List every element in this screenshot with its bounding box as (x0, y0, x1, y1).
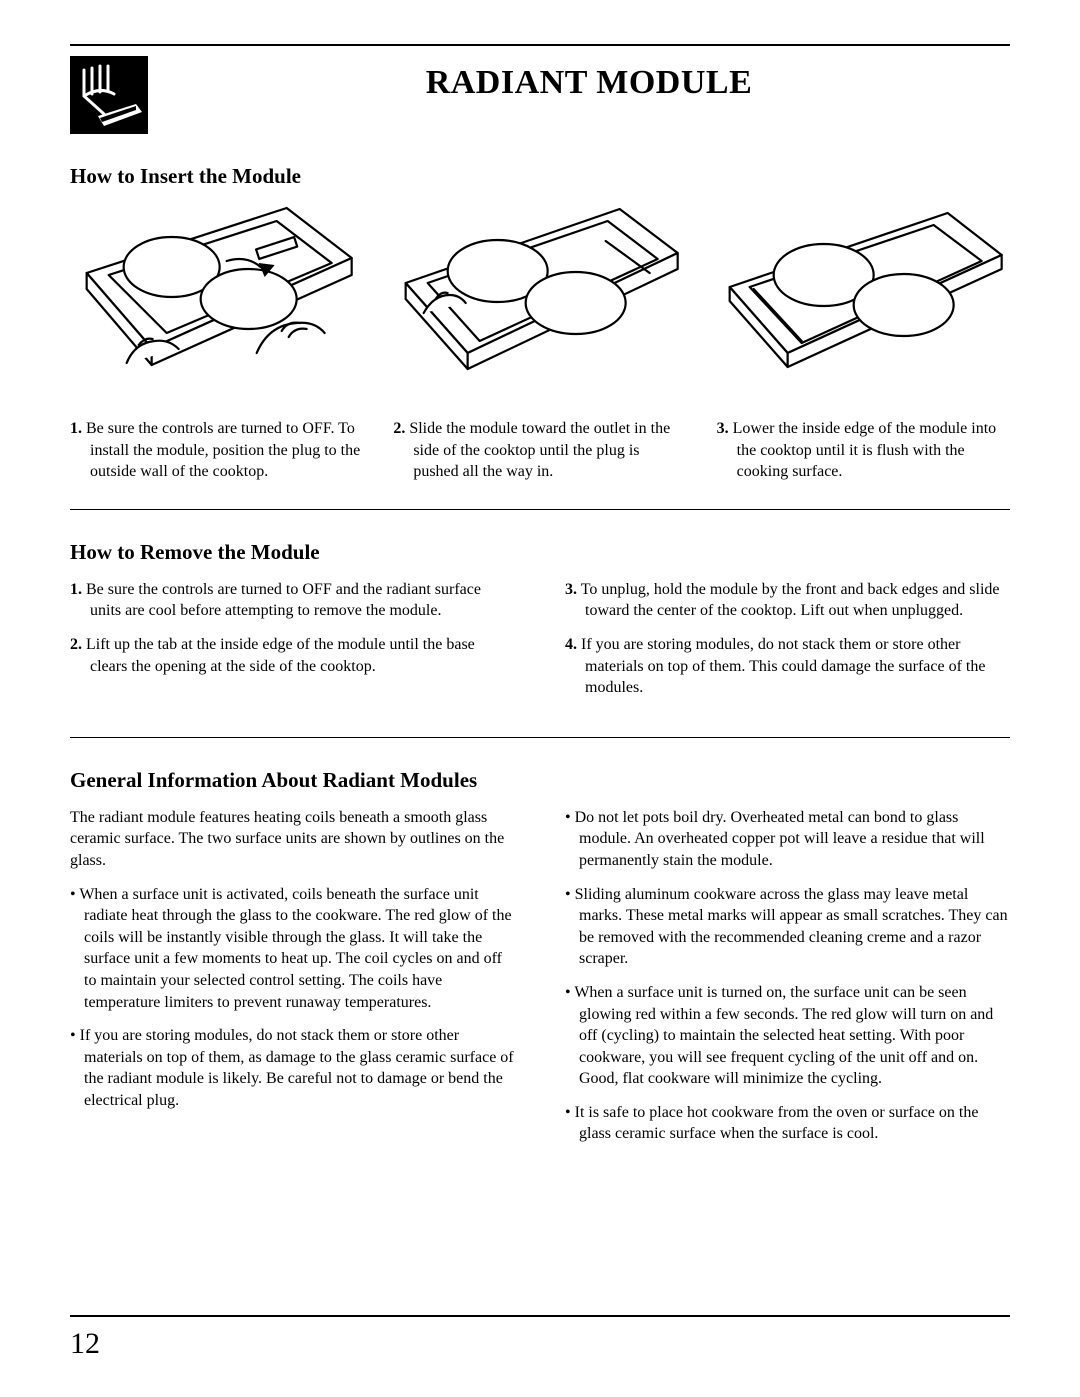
step-body: If you are storing modules, do not stack… (581, 636, 985, 696)
insert-illustration-3 (717, 203, 1010, 398)
step-number: 4. (565, 636, 577, 653)
header: RADIANT MODULE (70, 56, 1010, 134)
manual-page: RADIANT MODULE How to Insert the Module (0, 0, 1080, 1397)
general-bullet: • Sliding aluminum cookware across the g… (565, 884, 1010, 970)
bullet-text: Do not let pots boil dry. Overheated met… (575, 809, 985, 869)
remove-col-left: 1. Be sure the controls are turned to OF… (70, 579, 515, 711)
step-number: 3. (565, 581, 577, 598)
bottom-rule (70, 1315, 1010, 1317)
step-body: Be sure the controls are turned to OFF a… (86, 581, 481, 620)
bullet-text: Sliding aluminum cookware across the gla… (575, 886, 1008, 968)
insert-steps-row: 1. Be sure the controls are turned to OF… (70, 203, 1010, 483)
insert-illustration-2 (393, 203, 686, 398)
step-body: To unplug, hold the module by the front … (581, 581, 1000, 620)
general-bullet: • Do not let pots boil dry. Overheated m… (565, 807, 1010, 872)
bullet-text: When a surface unit is turned on, the su… (574, 984, 993, 1087)
general-col-left: The radiant module features heating coil… (70, 807, 515, 1157)
remove-item: 2. Lift up the tab at the inside edge of… (70, 634, 515, 677)
general-bullet: • If you are storing modules, do not sta… (70, 1025, 515, 1111)
section-divider (70, 737, 1010, 738)
remove-item: 1. Be sure the controls are turned to OF… (70, 579, 515, 622)
step-body: Slide the module toward the outlet in th… (409, 420, 670, 480)
insert-step-text: 3. Lower the inside edge of the module i… (717, 418, 1010, 483)
bullet-text: If you are storing modules, do not stack… (80, 1027, 514, 1109)
step-body: Be sure the controls are turned to OFF. … (86, 420, 360, 480)
insert-step-text: 2. Slide the module toward the outlet in… (393, 418, 686, 483)
step-body: Lower the inside edge of the module into… (733, 420, 996, 480)
hand-cooktop-icon (70, 56, 148, 134)
top-rule (70, 44, 1010, 46)
remove-item: 3. To unplug, hold the module by the fro… (565, 579, 1010, 622)
general-bullet: • When a surface unit is turned on, the … (565, 982, 1010, 1090)
section-divider (70, 509, 1010, 510)
general-columns: The radiant module features heating coil… (70, 807, 1010, 1157)
general-bullet: • It is safe to place hot cookware from … (565, 1102, 1010, 1145)
page-number: 12 (70, 1327, 100, 1361)
step-number: 1. (70, 581, 82, 598)
remove-item: 4. If you are storing modules, do not st… (565, 634, 1010, 699)
remove-columns: 1. Be sure the controls are turned to OF… (70, 579, 1010, 711)
bullet-text: It is safe to place hot cookware from th… (575, 1104, 979, 1143)
step-number: 2. (70, 636, 82, 653)
step-number: 3. (717, 420, 729, 437)
insert-heading: How to Insert the Module (70, 164, 1010, 189)
insert-step-1: 1. Be sure the controls are turned to OF… (70, 203, 363, 483)
remove-heading: How to Remove the Module (70, 540, 1010, 565)
general-intro: The radiant module features heating coil… (70, 807, 515, 872)
general-heading: General Information About Radiant Module… (70, 768, 1010, 793)
insert-step-2: 2. Slide the module toward the outlet in… (393, 203, 686, 483)
page-title: RADIANT MODULE (168, 56, 1010, 102)
step-number: 2. (393, 420, 405, 437)
general-col-right: • Do not let pots boil dry. Overheated m… (565, 807, 1010, 1157)
general-bullet: • When a surface unit is activated, coil… (70, 884, 515, 1014)
step-number: 1. (70, 420, 82, 437)
bullet-text: When a surface unit is activated, coils … (79, 886, 511, 1011)
step-body: Lift up the tab at the inside edge of th… (86, 636, 475, 675)
insert-step-text: 1. Be sure the controls are turned to OF… (70, 418, 363, 483)
insert-illustration-1 (70, 203, 363, 398)
insert-step-3: 3. Lower the inside edge of the module i… (717, 203, 1010, 483)
remove-col-right: 3. To unplug, hold the module by the fro… (565, 579, 1010, 711)
